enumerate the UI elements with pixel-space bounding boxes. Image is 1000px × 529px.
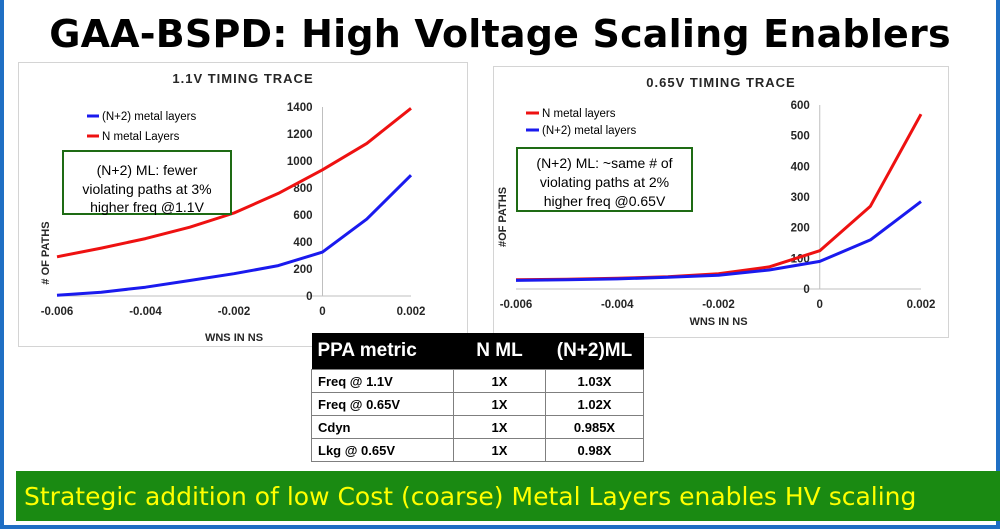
table-row: Freq @ 1.1V 1X 1.03X <box>311 369 644 393</box>
ppa-cell-metric: Freq @ 1.1V <box>311 369 454 393</box>
slide-frame-bottom <box>0 525 1000 529</box>
ppa-cell-n-ml: 1X <box>453 369 546 393</box>
conclusion-banner-text: Strategic addition of low Cost (coarse) … <box>24 481 917 511</box>
series-line <box>515 200 922 282</box>
ppa-table: PPA metric N ML (N+2)ML Freq @ 1.1V 1X 1… <box>311 333 644 470</box>
table-row: Lkg @ 0.65V 1X 0.98X <box>311 438 644 462</box>
annotation-text: (N+2) ML: ~same # of <box>536 155 672 171</box>
x-tick-label: -0.002 <box>218 306 251 318</box>
x-axis-label: WNS IN NS <box>205 332 263 344</box>
y-axis-label: #OF PATHS <box>497 187 509 247</box>
legend-label: (N+2) metal layers <box>102 111 197 123</box>
series-line <box>56 174 413 297</box>
slide-title: GAA-BSPD: High Voltage Scaling Enablers <box>49 12 951 56</box>
chart-0v65-svg: 0.65V TIMING TRACE -0.006 -0.004 -0.002 0 0.0… <box>497 75 936 328</box>
y-tick-label: 1400 <box>287 102 313 114</box>
series-line <box>56 107 412 259</box>
annotation-box <box>516 147 693 212</box>
x-tick-label: -0.004 <box>129 306 162 318</box>
annotation-text: (N+2) ML: fewer <box>97 162 198 178</box>
legend-label: (N+2) metal layers <box>542 125 637 137</box>
y-tick-label: 400 <box>791 161 810 173</box>
x-tick-label: -0.006 <box>41 306 74 318</box>
legend-label: N metal layers <box>542 108 616 120</box>
ppa-cell-n-ml: 1X <box>453 438 546 462</box>
ppa-header-n2-ml: (N+2)ML <box>545 333 644 370</box>
x-tick-label: 0 <box>319 306 325 318</box>
x-tick-label: 0 <box>817 299 823 311</box>
table-row: Cdyn 1X 0.985X <box>311 415 644 439</box>
chart-0v65-timing-trace: 0.65V TIMING TRACE -0.006 -0.004 -0.002 0 0.0… <box>493 66 949 338</box>
ppa-cell-metric: Cdyn <box>311 415 454 439</box>
conclusion-banner: Strategic addition of low Cost (coarse) … <box>16 471 1000 521</box>
y-tick-label: 600 <box>293 210 312 222</box>
slide-frame-right <box>996 0 1000 529</box>
y-tick-label: 800 <box>293 183 312 195</box>
x-tick-label: 0.002 <box>397 306 426 318</box>
ppa-header-metric: PPA metric <box>311 333 454 370</box>
y-tick-label: 200 <box>293 264 312 276</box>
annotation-text: violating paths at 2% <box>540 174 669 190</box>
y-tick-label: 400 <box>293 237 312 249</box>
y-tick-label: 0 <box>803 284 809 296</box>
y-tick-label: 1000 <box>287 156 313 168</box>
x-axis-label: WNS IN NS <box>689 316 747 328</box>
ppa-header-row: PPA metric N ML (N+2)ML <box>311 333 644 370</box>
ppa-header-n-ml: N ML <box>453 333 546 370</box>
slide-frame-left <box>0 0 4 529</box>
annotation-text: violating paths at 3% <box>82 181 211 197</box>
y-tick-label: 0 <box>306 291 312 303</box>
annotation-box <box>62 150 232 215</box>
x-tick-label: -0.002 <box>702 299 735 311</box>
table-row: Freq @ 0.65V 1X 1.02X <box>311 392 644 416</box>
chart-title: 0.65V TIMING TRACE <box>646 75 795 90</box>
y-tick-label: 500 <box>791 131 810 143</box>
ppa-cell-n2-ml: 1.02X <box>545 392 644 416</box>
x-tick-label: -0.004 <box>601 299 634 311</box>
x-tick-label: 0.002 <box>907 299 936 311</box>
chart-1v1-timing-trace: 1.1V TIMING TRACE -0.006 -0.004 -0.002 0 0.00… <box>18 62 468 347</box>
annotation-text: higher freq @0.65V <box>544 193 666 209</box>
ppa-cell-n-ml: 1X <box>453 415 546 439</box>
y-tick-label: 300 <box>791 192 810 204</box>
ppa-cell-n-ml: 1X <box>453 392 546 416</box>
ppa-cell-n2-ml: 0.98X <box>545 438 644 462</box>
chart-1v1-svg: 1.1V TIMING TRACE -0.006 -0.004 -0.002 0 0.00… <box>40 71 426 344</box>
ppa-cell-metric: Freq @ 0.65V <box>311 392 454 416</box>
ppa-cell-n2-ml: 1.03X <box>545 369 644 393</box>
ppa-cell-n2-ml: 0.985X <box>545 415 644 439</box>
y-tick-label: 600 <box>791 100 810 112</box>
y-tick-label: 200 <box>791 223 810 235</box>
legend-label: N metal Layers <box>102 131 180 143</box>
ppa-cell-metric: Lkg @ 0.65V <box>311 438 454 462</box>
x-tick-label: -0.006 <box>500 299 533 311</box>
y-tick-label: 100 <box>791 253 810 265</box>
chart-title: 1.1V TIMING TRACE <box>172 71 313 86</box>
annotation-text: higher freq @1.1V <box>90 199 204 215</box>
y-axis-label: # OF PATHS <box>40 221 52 284</box>
y-tick-label: 1200 <box>287 129 313 141</box>
